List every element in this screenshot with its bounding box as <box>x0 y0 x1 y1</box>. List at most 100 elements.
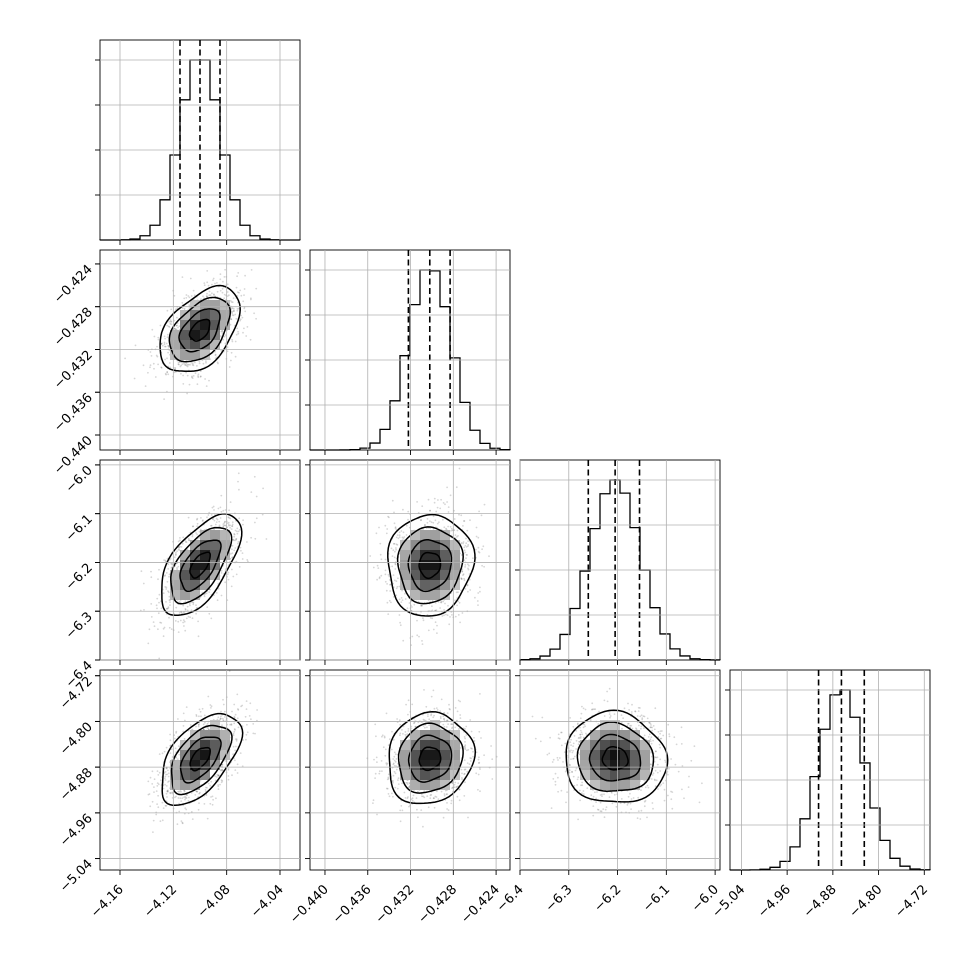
scatter-point <box>220 594 223 597</box>
scatter-point <box>234 547 237 549</box>
scatter-point <box>165 586 168 589</box>
density-cell <box>430 540 440 550</box>
scatter-point <box>387 574 390 576</box>
scatter-point <box>397 783 400 785</box>
scatter-point <box>215 517 218 520</box>
scatter-point <box>657 788 659 790</box>
scatter-point <box>245 738 247 741</box>
scatter-point <box>167 789 169 792</box>
scatter-point <box>228 509 231 512</box>
scatter-point <box>558 757 561 759</box>
scatter-point <box>233 533 236 535</box>
scatter-point <box>554 772 557 775</box>
scatter-point <box>199 779 202 782</box>
scatter-point <box>187 295 190 297</box>
scatter-point <box>652 739 654 742</box>
scatter-point <box>439 607 441 609</box>
x-ticks-2 <box>519 870 716 875</box>
scatter-point <box>372 802 374 804</box>
scatter-point <box>577 743 580 746</box>
density-cell <box>180 780 190 790</box>
density-cell <box>420 560 430 570</box>
scatter-point <box>182 712 185 715</box>
scatter-point <box>582 736 585 739</box>
scatter-point <box>417 721 420 724</box>
scatter-point <box>234 713 237 716</box>
scatter-point <box>632 797 635 799</box>
scatter-point <box>173 327 176 330</box>
scatter-point <box>150 576 153 579</box>
scatter-point <box>159 621 162 624</box>
scatter-point <box>196 533 199 536</box>
scatter-point <box>651 774 654 776</box>
scatter-point <box>169 557 172 560</box>
scatter-point <box>467 568 470 571</box>
scatter-point <box>648 721 651 724</box>
scatter-point <box>163 398 166 400</box>
scatter-point <box>460 541 463 544</box>
scatter-point <box>246 559 249 561</box>
density-cell <box>210 310 220 320</box>
density-cell <box>200 580 210 590</box>
scatter-point <box>255 287 258 290</box>
scatter-point <box>398 719 401 722</box>
scatter-point <box>187 800 190 802</box>
scatter-point <box>449 616 451 618</box>
scatter-point <box>185 297 188 299</box>
scatter-point <box>434 621 437 624</box>
scatter-point <box>572 725 575 728</box>
scatter-point <box>234 769 237 771</box>
scatter-point <box>252 723 255 725</box>
scatter-point <box>153 367 155 370</box>
scatter-point <box>579 789 581 792</box>
scatter-point <box>431 605 433 608</box>
density-cell <box>200 750 210 760</box>
scatter-point <box>164 804 167 807</box>
scatter-point <box>458 799 461 802</box>
density-cell <box>200 770 210 780</box>
panel-frame <box>99 39 301 241</box>
scatter-point <box>464 564 467 566</box>
density-cell <box>590 780 600 790</box>
scatter-point <box>394 527 397 530</box>
scatter-point <box>223 524 226 527</box>
scatter-point <box>221 769 224 772</box>
grid-1-1 <box>310 250 510 450</box>
scatter-point <box>164 783 167 786</box>
scatter-point <box>220 710 222 713</box>
scatter-point <box>640 725 643 728</box>
scatter-point <box>461 772 463 775</box>
scatter-point <box>640 809 643 812</box>
scatter-point <box>217 507 220 510</box>
scatter-point <box>431 600 434 602</box>
scatter-point <box>237 472 240 475</box>
scatter-point <box>154 376 157 378</box>
scatter-point <box>265 538 268 540</box>
scatter-point <box>372 799 375 802</box>
scatter-point <box>443 718 445 721</box>
scatter-point <box>233 730 236 733</box>
scatter-point <box>433 501 436 504</box>
scatter-point <box>575 730 578 732</box>
scatter-point <box>649 726 652 729</box>
scatter-point <box>398 531 401 534</box>
scatter-point <box>404 733 407 736</box>
scatter-point <box>166 790 169 792</box>
scatter-point <box>392 795 394 798</box>
scatter-point <box>690 759 693 762</box>
scatter-point <box>650 726 652 729</box>
scatter-point <box>440 698 443 701</box>
scatter-point <box>184 364 187 366</box>
scatter-point <box>147 642 150 645</box>
contour-level-4 <box>161 513 243 616</box>
scatter-point <box>245 335 248 337</box>
scatter-point <box>175 732 178 734</box>
contour-level-2 <box>407 538 453 593</box>
scatter-point <box>198 360 201 363</box>
scatter-point <box>433 806 436 809</box>
scatter-point <box>462 525 464 527</box>
scatter-point <box>238 307 240 310</box>
scatter-point <box>181 822 184 825</box>
scatter-point <box>391 792 393 795</box>
scatter-point <box>231 525 233 528</box>
